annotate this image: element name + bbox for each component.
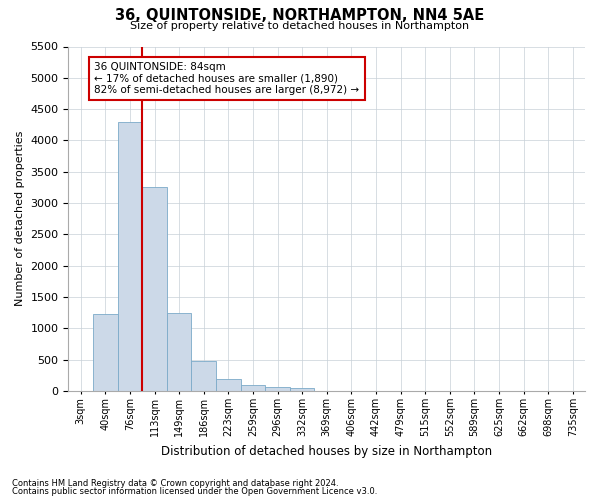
- Y-axis label: Number of detached properties: Number of detached properties: [15, 131, 25, 306]
- Bar: [216, 378, 241, 391]
- Bar: [118, 122, 142, 391]
- Text: Contains HM Land Registry data © Crown copyright and database right 2024.: Contains HM Land Registry data © Crown c…: [12, 478, 338, 488]
- Text: 36, QUINTONSIDE, NORTHAMPTON, NN4 5AE: 36, QUINTONSIDE, NORTHAMPTON, NN4 5AE: [115, 8, 485, 22]
- Bar: [265, 386, 290, 391]
- Text: 36 QUINTONSIDE: 84sqm
← 17% of detached houses are smaller (1,890)
82% of semi-d: 36 QUINTONSIDE: 84sqm ← 17% of detached …: [94, 62, 359, 95]
- Text: Size of property relative to detached houses in Northampton: Size of property relative to detached ho…: [130, 21, 470, 31]
- Bar: [142, 188, 167, 391]
- Text: Contains public sector information licensed under the Open Government Licence v3: Contains public sector information licen…: [12, 487, 377, 496]
- Bar: [167, 313, 191, 391]
- Bar: [290, 388, 314, 391]
- Bar: [191, 361, 216, 391]
- X-axis label: Distribution of detached houses by size in Northampton: Distribution of detached houses by size …: [161, 444, 492, 458]
- Bar: [241, 385, 265, 391]
- Bar: [93, 314, 118, 391]
